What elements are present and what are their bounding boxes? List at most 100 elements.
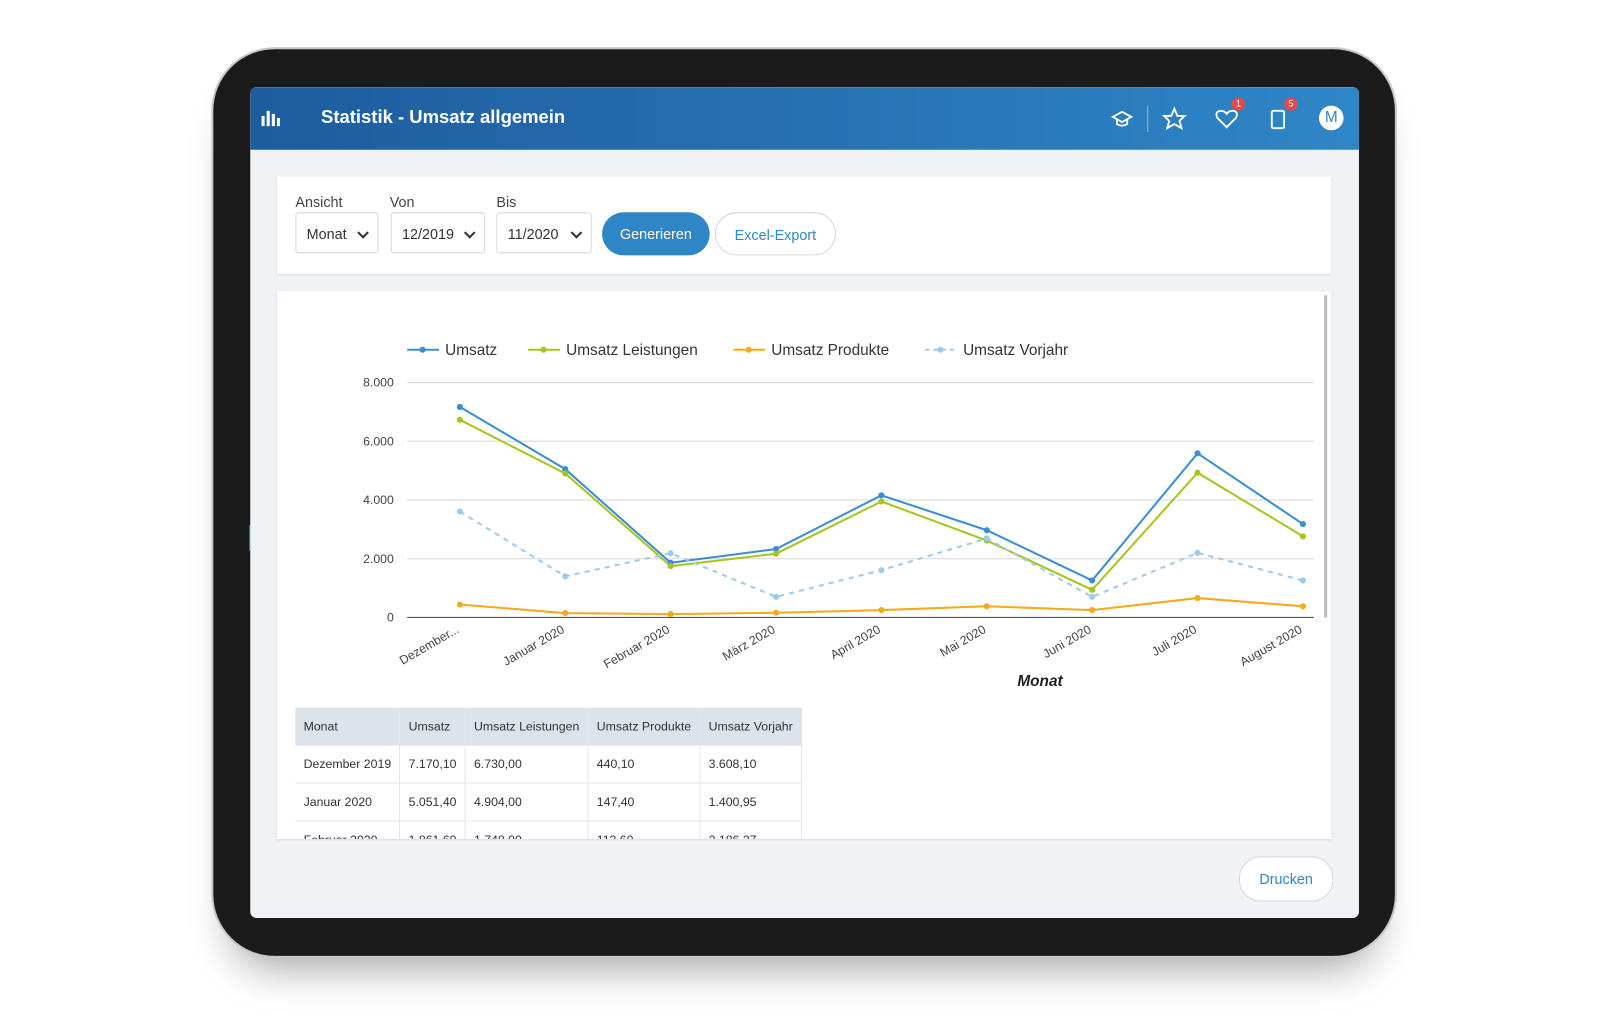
legend-marker bbox=[419, 346, 426, 353]
select[interactable]: Monat bbox=[295, 212, 379, 254]
filter-label: Bis bbox=[496, 193, 517, 211]
filter-label: Ansicht bbox=[295, 193, 343, 211]
data-point bbox=[1194, 469, 1201, 476]
data-point bbox=[1194, 450, 1201, 457]
table-row: Januar 2020 5.051,40 4.904,00 147,40 1.400,9… bbox=[295, 783, 802, 822]
data-point bbox=[562, 470, 569, 477]
toolbar-icons bbox=[1110, 105, 1286, 133]
series-line bbox=[459, 510, 1304, 599]
select[interactable]: 12/2019 bbox=[390, 212, 486, 254]
x-tick-label: April 2020 bbox=[828, 622, 883, 662]
data-point bbox=[562, 466, 569, 473]
table-cell: 6.730,00 bbox=[465, 745, 589, 784]
avatar[interactable]: M bbox=[1318, 105, 1344, 131]
series-line bbox=[459, 418, 1304, 592]
table-cell: 7.170,10 bbox=[399, 745, 466, 784]
generate-button[interactable]: Generieren bbox=[602, 212, 710, 256]
badge: 1 bbox=[1231, 97, 1246, 111]
table-cell: 1.400,95 bbox=[699, 783, 802, 822]
data-point bbox=[1089, 607, 1096, 614]
table-cell: 147,40 bbox=[588, 783, 701, 822]
data-point bbox=[1299, 577, 1307, 584]
x-tick-label: Juli 2020 bbox=[1149, 622, 1199, 659]
table-cell: Januar 2020 bbox=[295, 783, 401, 822]
table-cell: 1.861,60 bbox=[399, 821, 466, 839]
table-cell: 1.748,00 bbox=[465, 821, 589, 839]
y-tick-label: 6.000 bbox=[363, 434, 394, 448]
y-tick-label: 2.000 bbox=[363, 552, 394, 566]
data-point bbox=[456, 508, 463, 515]
x-tick-label: März 2020 bbox=[720, 622, 777, 663]
table-row: Februar 20201.861,601.748,00113,602.186,… bbox=[295, 821, 802, 839]
table-cell: 5.051,40 bbox=[399, 783, 466, 822]
x-tick-label: Januar 2020 bbox=[501, 622, 567, 668]
health-icon[interactable] bbox=[1215, 109, 1238, 129]
print-button[interactable]: Drucken bbox=[1238, 856, 1334, 902]
column-header: Umsatz Vorjahr bbox=[699, 707, 802, 746]
data-point bbox=[456, 403, 463, 411]
y-tick-label: 8.000 bbox=[363, 376, 394, 390]
data-point bbox=[1194, 549, 1201, 556]
data-point bbox=[878, 498, 885, 505]
data-point bbox=[772, 593, 780, 600]
legend-label: Umsatz bbox=[445, 342, 497, 359]
data-point bbox=[1299, 520, 1307, 528]
x-tick-label: Mai 2020 bbox=[937, 622, 988, 659]
table-cell: Dezember 2019 bbox=[295, 745, 401, 784]
data-point bbox=[1299, 533, 1307, 540]
notes-icon[interactable] bbox=[1270, 109, 1286, 130]
legend-label: Umsatz Vorjahr bbox=[963, 342, 1068, 359]
table-cell: 3.608,10 bbox=[699, 745, 802, 784]
data-point bbox=[772, 609, 780, 616]
data-point bbox=[983, 527, 990, 534]
data-point bbox=[772, 550, 780, 557]
x-tick-label: Juni 2020 bbox=[1040, 622, 1093, 661]
table-cell: 2.186,27 bbox=[699, 821, 802, 839]
legend-marker bbox=[937, 346, 944, 353]
y-tick-label: 4.000 bbox=[363, 493, 394, 507]
chart-card: 0 2.000 4.000 6.000 8.000 Dezember... Januar 2… bbox=[276, 291, 1332, 839]
column-header: Monat bbox=[295, 707, 401, 746]
data-point bbox=[1089, 586, 1096, 593]
column-header: Umsatz bbox=[399, 707, 466, 746]
column-header: Umsatz Leistungen bbox=[465, 707, 589, 746]
course-icon[interactable] bbox=[1110, 110, 1134, 127]
column-header: Umsatz Produkte bbox=[588, 707, 701, 746]
legend-marker bbox=[540, 346, 547, 353]
table-cell: Februar 2020 bbox=[295, 821, 401, 839]
filter-card: Ansicht Von Bis Monat 12/2019 11/2020 Ge… bbox=[276, 176, 1332, 274]
export-button[interactable]: Excel-Export bbox=[714, 212, 836, 256]
data-point bbox=[772, 545, 780, 553]
page-title: Statistik - Umsatz allgemein bbox=[321, 106, 566, 128]
x-axis-label: Monat bbox=[1017, 673, 1063, 690]
plot bbox=[456, 403, 1307, 618]
data-point bbox=[562, 610, 569, 617]
favorites-icon[interactable] bbox=[1161, 106, 1187, 131]
data-point bbox=[562, 573, 569, 580]
legend-label: Umsatz Leistungen bbox=[566, 342, 698, 359]
header: Statistik - Umsatz allgemein 1 5 M bbox=[250, 87, 1359, 150]
x-tick-label: Februar 2020 bbox=[601, 622, 672, 671]
data-point bbox=[1089, 577, 1096, 584]
select[interactable]: 11/2020 bbox=[496, 212, 592, 254]
data-point bbox=[667, 563, 674, 570]
data-point bbox=[878, 567, 885, 574]
data-table: Monat Umsatz Umsatz Leistungen Umsatz Produ… bbox=[295, 707, 802, 839]
data-point bbox=[667, 550, 674, 557]
badge: 5 bbox=[1284, 97, 1298, 111]
data-point bbox=[878, 607, 885, 614]
scrollbar[interactable] bbox=[1324, 295, 1328, 618]
data-point bbox=[1299, 603, 1307, 610]
data-point bbox=[456, 416, 463, 423]
filter-label: Von bbox=[389, 193, 415, 211]
chart-icon bbox=[261, 110, 280, 127]
x-tick-label: Dezember... bbox=[397, 622, 461, 667]
screen: Statistik - Umsatz allgemein 1 5 M Ansic… bbox=[250, 87, 1359, 918]
data-point bbox=[983, 535, 990, 542]
table-cell: 440,10 bbox=[588, 745, 701, 784]
x-tick-label: August 2020 bbox=[1238, 622, 1305, 669]
table-row: Dezember 2019 7.170,10 6.730,00 440,10 3.608… bbox=[295, 745, 802, 784]
y-tick-label: 0 bbox=[387, 611, 394, 625]
